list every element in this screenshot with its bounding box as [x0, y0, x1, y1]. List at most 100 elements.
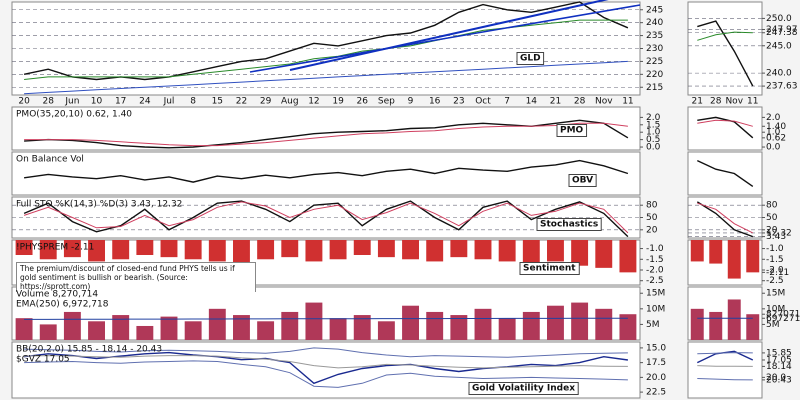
x-tick-label: Nov [725, 97, 743, 107]
x-tick-label: 26 [357, 97, 369, 107]
panel-label: Stochastics [540, 220, 598, 230]
bar [746, 314, 760, 340]
x-tick-label: 24 [139, 97, 151, 107]
y-tick-label: -2.11 [766, 268, 789, 278]
y-tick-label: 0.0 [766, 143, 781, 153]
bar [208, 240, 226, 262]
series-line [24, 347, 628, 358]
panel-label: PMO [560, 126, 584, 136]
x-tick-label: Jul [163, 97, 175, 107]
panel-frame [687, 106, 763, 151]
y-tick-label: 80 [646, 201, 658, 211]
bar [136, 240, 154, 255]
legend-text: On Balance Vol [16, 155, 84, 165]
y-tick-label: 250.0 [766, 14, 792, 24]
bar [88, 240, 105, 262]
y-tick-label: -1.0 [766, 244, 784, 254]
legend-text: PMO(35,20,10) 0.62, 1.40 [16, 110, 132, 120]
x-tick-label: 21 [692, 97, 703, 107]
bar [329, 318, 347, 340]
series-line [24, 122, 628, 147]
y-tick-label: 20.0 [766, 373, 786, 383]
series-line [23, 200, 629, 238]
bar [233, 240, 250, 264]
y-tick-label: 0.0 [646, 143, 661, 153]
bar [39, 324, 57, 340]
bar [353, 240, 371, 255]
series-line [24, 60, 628, 95]
series-line [24, 317, 628, 320]
panel-label: Sentiment [523, 264, 576, 274]
series-line [697, 119, 753, 127]
y-tick-label: 17.5 [646, 358, 666, 368]
x-tick-label: 21 [550, 97, 561, 107]
bar [281, 311, 299, 340]
series-line [24, 360, 628, 388]
panel-frame [11, 106, 641, 151]
y-tick-label: -1.5 [766, 255, 784, 265]
bar [450, 240, 468, 258]
bar [184, 240, 202, 260]
x-tick-label: 16 [429, 97, 441, 107]
y-tick-label: 0.5 [646, 135, 660, 145]
y-tick-label: 1.0 [766, 128, 781, 138]
bar [233, 315, 250, 340]
y-tick-label: 245.0 [766, 41, 792, 51]
y-tick-label: 22.5 [646, 388, 666, 398]
panel-frame [687, 151, 763, 196]
bar [160, 316, 178, 340]
y-tick-label: 5M [646, 320, 660, 330]
panel-label-box [516, 52, 545, 65]
y-tick-label: 240.0 [766, 69, 792, 79]
x-tick-label: 7 [504, 97, 510, 107]
series-line [697, 20, 754, 87]
trendline [249, 4, 641, 73]
bar [402, 240, 419, 260]
x-tick-label: 11 [747, 97, 758, 107]
bar [160, 240, 178, 258]
bar [522, 240, 540, 264]
x-tick-label: 29 [260, 97, 272, 107]
y-tick-label: 20 [646, 225, 658, 235]
y-tick-label: 225 [646, 57, 663, 67]
y-tick-label: 6972718 [766, 314, 800, 324]
bar [136, 325, 154, 340]
series-line [23, 201, 629, 234]
bar [112, 315, 130, 340]
bar [619, 240, 637, 273]
bar [377, 321, 395, 340]
panel-label: OBV [572, 176, 593, 186]
bar [39, 240, 57, 260]
bar [305, 240, 323, 262]
bar [63, 311, 81, 340]
series-line [24, 351, 628, 385]
series-line [697, 365, 753, 367]
panel-label-box [536, 218, 602, 231]
bar [727, 299, 741, 340]
bar [15, 318, 33, 340]
x-tick-label: 11 [622, 97, 633, 107]
y-tick-label: 50 [646, 213, 658, 223]
x-tick-label: Nov [595, 97, 613, 107]
y-tick-label: 1.0 [646, 128, 661, 138]
panel-label: Gold Volatility Index [472, 384, 575, 394]
y-tick-label: 2.0 [766, 113, 781, 123]
y-tick-label: 15.85 [766, 348, 792, 358]
bar [426, 311, 444, 340]
x-tick-label: 14 [526, 97, 538, 107]
bar [88, 321, 105, 340]
bar [281, 240, 299, 258]
series-line [696, 201, 754, 238]
bar [208, 308, 226, 340]
trendline [289, 0, 609, 71]
series-line [697, 202, 754, 234]
y-tick-label: -1.5 [646, 255, 664, 265]
series-line [697, 116, 754, 139]
panel-label-box [519, 262, 580, 275]
y-tick-label: 15M [766, 289, 785, 299]
x-tick-label: 20 [18, 97, 30, 107]
bar [547, 305, 564, 340]
y-tick-label: -2.0 [646, 266, 664, 276]
bar [426, 240, 444, 262]
y-tick-label: 15M [646, 289, 665, 299]
